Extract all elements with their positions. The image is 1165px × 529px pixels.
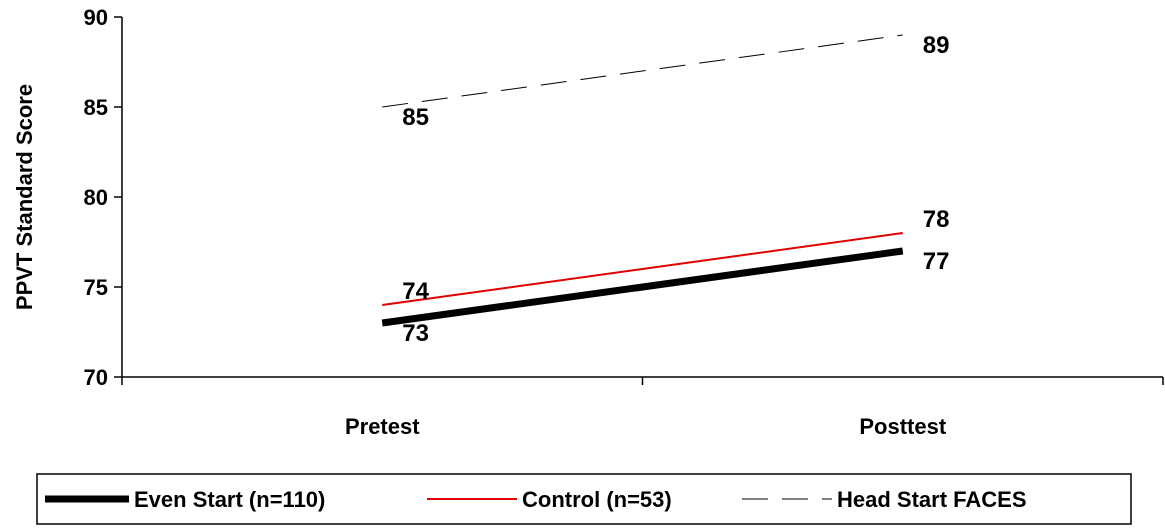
y-tick-label: 85: [84, 95, 108, 120]
series-group: [381, 34, 904, 327]
y-axis-ticks: 70 75 80 85 90: [84, 5, 122, 390]
legend-label: Control (n=53): [522, 487, 672, 512]
series-line: [381, 247, 904, 327]
legend-box: [36, 473, 1132, 525]
x-tick-label: Posttest: [859, 414, 946, 439]
y-tick-label: 75: [84, 275, 108, 300]
legend-label: Even Start (n=110): [134, 487, 325, 512]
data-label: 73: [402, 320, 429, 347]
series-line: [382, 232, 903, 306]
data-label: 77: [923, 248, 950, 275]
data-label: 78: [923, 206, 950, 233]
x-tick-label: Pretest: [345, 414, 420, 439]
data-label: 89: [923, 32, 950, 59]
series-line: [382, 34, 903, 108]
y-axis-label: PPVT Standard Score: [12, 84, 37, 310]
legend-label: Head Start FACES: [837, 487, 1027, 512]
legend: Even Start (n=110) Control (n=53) Head Sta…: [45, 487, 1027, 512]
x-axis-ticks: Pretest Posttest: [121, 377, 1164, 439]
data-label: 74: [402, 278, 429, 305]
y-tick-label: 80: [84, 185, 108, 210]
data-labels: 73 77 74 78 85 89: [402, 32, 949, 347]
y-tick-label: 90: [84, 5, 108, 30]
data-label: 85: [402, 104, 429, 131]
y-tick-label: 70: [84, 365, 108, 390]
